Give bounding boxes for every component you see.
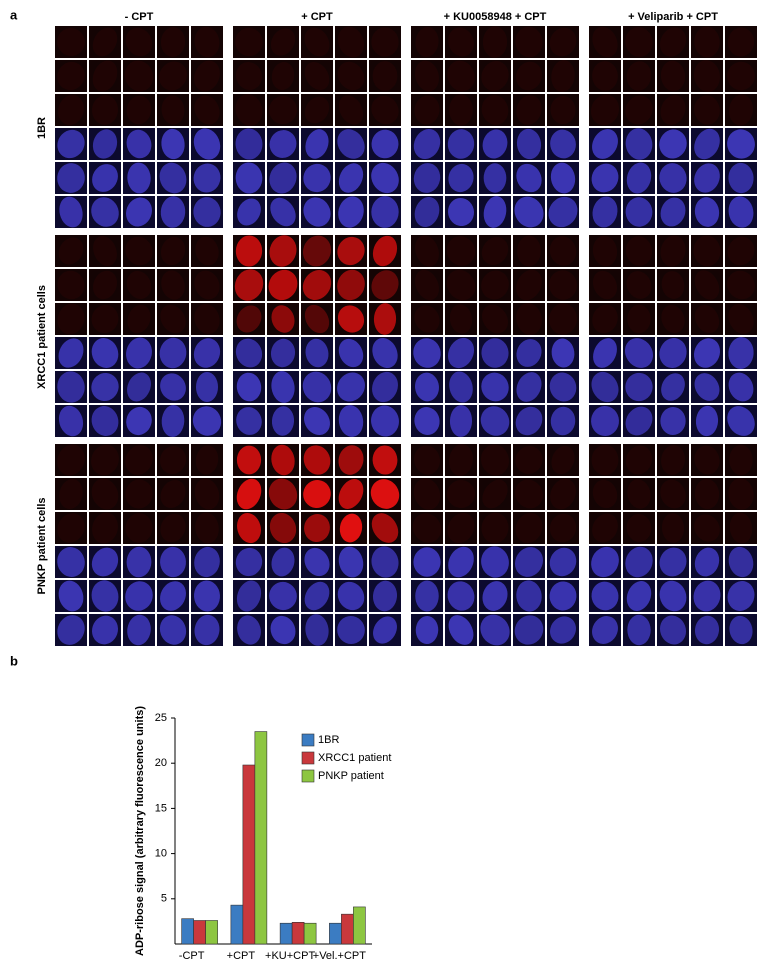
bar [255,732,267,944]
bar [292,922,304,944]
bar [206,920,218,944]
nucleus [373,61,398,91]
legend-label: 1BR [318,734,339,746]
row-label: PNKP patient cells [36,498,48,595]
x-tick-label: -CPT [179,950,205,962]
x-tick-label: +CPT [227,950,256,962]
micrographs [52,23,758,651]
nucleus [371,27,398,56]
legend-label: PNKP patient [318,770,384,782]
x-tick-label: +Vel.+CPT [313,950,366,962]
bar [353,907,365,944]
bar [280,923,292,944]
bar [304,923,316,944]
column-header: - CPT [125,11,154,23]
y-tick-label: 10 [155,848,167,860]
row-label: 1BR [36,117,48,139]
nucleus [413,547,440,576]
x-tick-label: +KU+CPT [265,950,315,962]
y-tick-label: 15 [155,802,167,814]
y-tick-label: 20 [155,757,167,769]
bar [194,920,206,944]
column-header: + CPT [301,11,333,23]
legend-swatch [302,734,314,746]
y-tick-label: 5 [161,893,167,905]
legend-swatch [302,752,314,764]
column-header: + Veliparib + CPT [628,11,718,23]
legend-label: XRCC1 patient [318,752,391,764]
column-header: + KU0058948 + CPT [444,11,547,23]
nucleus [237,446,261,475]
bar [341,914,353,944]
figure: a b ADP-ribose signal (arbitrary fluores… [0,0,758,969]
panel-label: a [10,7,18,22]
y-axis-title: ADP-ribose signal (arbitrary fluorescenc… [134,706,146,956]
bar [231,905,243,944]
panel-label: b [10,653,18,668]
legend-swatch [302,770,314,782]
row-label: XRCC1 patient cells [36,285,48,389]
bar [243,765,255,944]
nucleus [196,372,218,402]
bar [329,923,341,944]
y-tick-label: 25 [155,712,167,724]
bar [182,919,194,944]
bar-chart: ADP-ribose signal (arbitrary fluorescenc… [134,706,391,962]
